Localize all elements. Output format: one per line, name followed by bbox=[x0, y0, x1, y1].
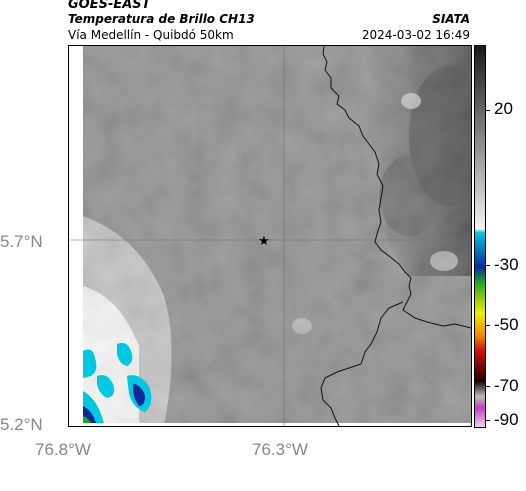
lon-label-76.3: 76.3°W bbox=[252, 440, 308, 459]
colorbar-label-minus50: -50 bbox=[494, 315, 519, 334]
lat-label-5.7: 5.7°N bbox=[0, 232, 43, 251]
satellite-title: GOES-EAST bbox=[68, 0, 151, 12]
department-boundary bbox=[322, 46, 471, 329]
timestamp-label: 2024-03-02 16:49 bbox=[361, 28, 470, 42]
lat-label-5.2: 5.2°N bbox=[0, 415, 43, 434]
colorbar-tick bbox=[485, 420, 490, 421]
station-marker: ★ bbox=[258, 234, 270, 249]
no-data-strip bbox=[69, 46, 83, 426]
organization-label: SIATA bbox=[432, 12, 470, 26]
product-title: Temperatura de Brillo CH13 bbox=[68, 12, 255, 26]
colorbar-tick bbox=[485, 265, 490, 266]
colorbar-label-minus90: -90 bbox=[494, 410, 519, 429]
colorbar-tick bbox=[485, 386, 490, 387]
cold-cloud-tops bbox=[83, 342, 152, 426]
satellite-map[interactable]: ★ bbox=[68, 45, 472, 427]
lon-label-76.8: 76.8°W bbox=[35, 440, 91, 459]
colorbar-label-minus30: -30 bbox=[494, 255, 519, 274]
colorbar-tick bbox=[485, 325, 490, 326]
location-subtitle: Vía Medellín - Quibdó 50km bbox=[68, 28, 234, 42]
colorbar-tick bbox=[485, 110, 490, 111]
map-canvas: ★ bbox=[69, 46, 471, 426]
municipal-boundary bbox=[320, 301, 404, 426]
temperature-colorbar bbox=[474, 45, 486, 428]
colorbar-label-20: 20 bbox=[494, 99, 513, 118]
colorbar-label-minus70: -70 bbox=[494, 376, 519, 395]
